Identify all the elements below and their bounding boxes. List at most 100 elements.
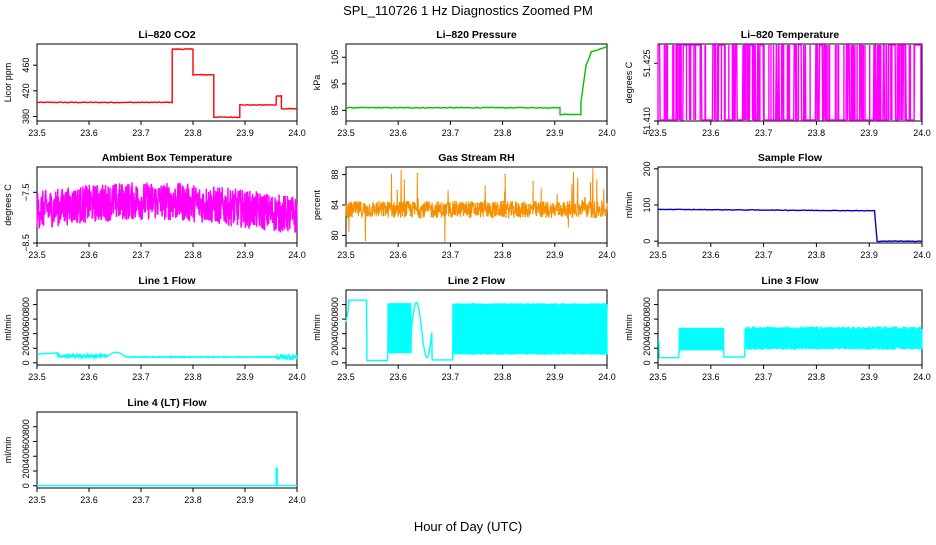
x-tick-label: 23.8 (494, 128, 512, 138)
y-axis-label: degrees C (3, 184, 13, 226)
x-tick-label: 23.5 (649, 250, 667, 260)
panel-7: Line 2 Flow ml/min 23.5 23.6 23.7 23.8 23.9 24.… (312, 275, 616, 382)
panel-title: Ambient Box Temperature (102, 152, 233, 164)
x-tick-label: 23.5 (28, 495, 46, 505)
x-tick-label: 24.0 (913, 128, 931, 138)
x-tick-label: 23.7 (755, 128, 773, 138)
plot-frame (36, 411, 298, 489)
x-tick-label: 23.7 (132, 250, 150, 260)
x-tick-label: 23.7 (442, 250, 460, 260)
y-tick-label: 0 (642, 360, 652, 365)
plot-frame (657, 289, 923, 366)
plot-frame (36, 289, 298, 366)
panel-title: Line 1 Flow (138, 275, 196, 287)
y-tick-label: 51.410 (642, 107, 652, 135)
x-tick-label: 23.8 (184, 250, 202, 260)
x-tick-label: 23.8 (494, 250, 512, 260)
panel-5: Sample Flow ml/min 23.5 23.6 23.7 23.8 23.9 24.… (624, 152, 931, 260)
series-line (658, 326, 923, 359)
y-tick-label: 400 (642, 326, 652, 341)
x-tick-label: 23.7 (132, 495, 150, 505)
y-tick-label: 200 (330, 341, 340, 356)
panel-8: Line 3 Flow ml/min 23.5 23.6 23.7 23.8 23.9 24.… (624, 275, 931, 382)
x-tick-label: 24.0 (288, 250, 306, 260)
x-tick-label: 24.0 (598, 372, 616, 382)
x-tick-label: 23.7 (132, 372, 150, 382)
x-tick-label: 23.6 (80, 372, 98, 382)
panel-title: Line 4 (LT) Flow (127, 397, 207, 409)
x-tick-label: 23.8 (184, 128, 202, 138)
y-tick-label: 600 (21, 434, 31, 449)
x-tick-label: 23.7 (755, 372, 773, 382)
y-tick-label: 0 (21, 360, 31, 365)
y-tick-label: 600 (330, 312, 340, 327)
y-tick-label: 105 (330, 50, 340, 65)
x-tick-label: 23.5 (28, 372, 46, 382)
x-tick-label: 23.7 (132, 128, 150, 138)
y-axis-label: ml/min (3, 314, 13, 341)
series-line (345, 299, 608, 362)
y-tick-label: 420 (21, 83, 31, 98)
x-tick-label: 23.5 (28, 128, 46, 138)
series-line (37, 467, 297, 487)
x-tick-label: 23.6 (80, 128, 98, 138)
x-axis-label: Hour of Day (UTC) (414, 519, 522, 534)
x-tick-label: 24.0 (913, 250, 931, 260)
x-tick-label: 23.6 (80, 495, 98, 505)
x-tick-label: 23.8 (494, 372, 512, 382)
series-line (36, 182, 298, 233)
x-tick-label: 23.5 (337, 128, 355, 138)
y-tick-label: 600 (21, 312, 31, 327)
panel-9: Line 4 (LT) Flow ml/min 23.5 23.6 23.7 23.8 23… (3, 397, 306, 505)
x-tick-label: 23.9 (236, 250, 254, 260)
x-tick-label: 23.9 (546, 250, 564, 260)
y-tick-label: 600 (642, 312, 652, 327)
y-axis-label: ml/min (624, 192, 634, 219)
x-tick-label: 24.0 (598, 128, 616, 138)
panel-title: Gas Stream RH (438, 152, 514, 164)
y-tick-label: 400 (330, 326, 340, 341)
x-tick-label: 23.5 (649, 128, 667, 138)
y-tick-label: 800 (642, 297, 652, 312)
y-tick-label: 80 (330, 230, 340, 240)
x-tick-label: 23.6 (702, 250, 720, 260)
panel-title: Line 2 Flow (448, 275, 506, 287)
y-tick-label: 51.425 (642, 49, 652, 77)
x-tick-label: 23.9 (860, 250, 878, 260)
y-tick-label: 400 (21, 326, 31, 341)
y-axis-label: percent (312, 189, 322, 220)
x-tick-label: 23.9 (236, 128, 254, 138)
x-tick-label: 23.6 (702, 372, 720, 382)
y-axis-label: Licor ppm (3, 63, 13, 103)
y-axis-label: kPa (312, 75, 322, 91)
x-tick-label: 23.8 (808, 372, 826, 382)
plot-frame (36, 43, 298, 122)
y-axis-label: degrees C (624, 61, 634, 103)
y-tick-label: 88 (330, 170, 340, 180)
x-tick-label: 23.8 (808, 128, 826, 138)
y-axis-label: ml/min (3, 437, 13, 464)
series-points (345, 173, 608, 219)
panel-title: Li–820 CO2 (138, 29, 195, 41)
x-tick-label: 23.9 (236, 372, 254, 382)
y-tick-label: 84 (330, 200, 340, 210)
x-tick-label: 24.0 (288, 372, 306, 382)
series-line (345, 46, 608, 116)
x-tick-label: 23.6 (389, 250, 407, 260)
x-tick-label: 23.6 (389, 128, 407, 138)
plot-frame (657, 166, 923, 244)
series-line (36, 48, 298, 119)
y-tick-label: 800 (21, 419, 31, 434)
figure-title: SPL_110726 1 Hz Diagnostics Zoomed PM (343, 3, 593, 18)
y-tick-label: 0 (642, 239, 652, 244)
y-tick-label: 0 (330, 360, 340, 365)
plot-frame (345, 43, 608, 122)
y-tick-label: −7.5 (21, 183, 31, 201)
x-tick-label: 24.0 (288, 495, 306, 505)
y-tick-label: −8.5 (21, 234, 31, 252)
series-line (657, 208, 923, 243)
x-tick-label: 24.0 (598, 250, 616, 260)
x-tick-label: 23.5 (28, 250, 46, 260)
x-tick-label: 23.5 (337, 250, 355, 260)
